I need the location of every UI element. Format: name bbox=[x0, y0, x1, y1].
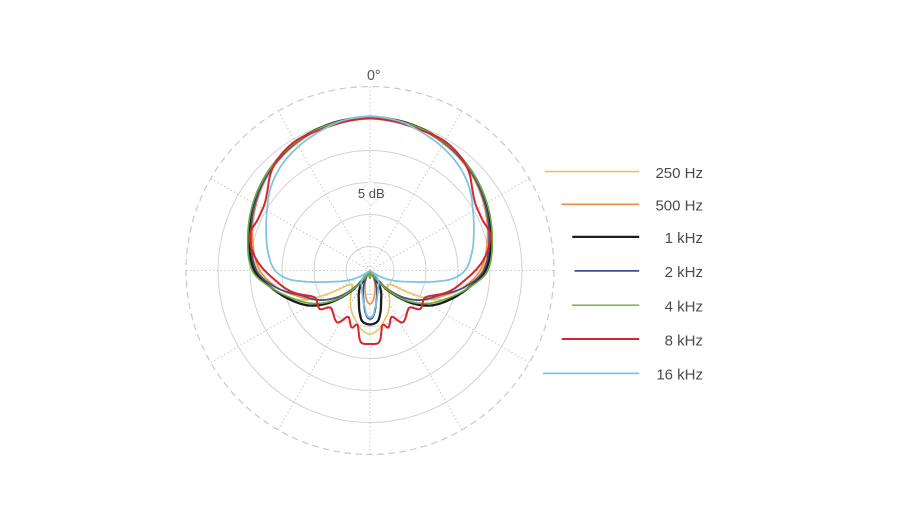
svg-text:500 Hz: 500 Hz bbox=[655, 198, 703, 215]
svg-text:16 kHz: 16 kHz bbox=[656, 367, 703, 384]
svg-text:1 kHz: 1 kHz bbox=[665, 230, 703, 247]
svg-text:250 Hz: 250 Hz bbox=[655, 165, 703, 182]
svg-text:4 kHz: 4 kHz bbox=[665, 299, 703, 316]
svg-text:2 kHz: 2 kHz bbox=[665, 264, 703, 281]
svg-text:5 dB: 5 dB bbox=[358, 186, 385, 201]
svg-text:8 kHz: 8 kHz bbox=[665, 332, 703, 349]
svg-text:0°: 0° bbox=[367, 68, 381, 84]
